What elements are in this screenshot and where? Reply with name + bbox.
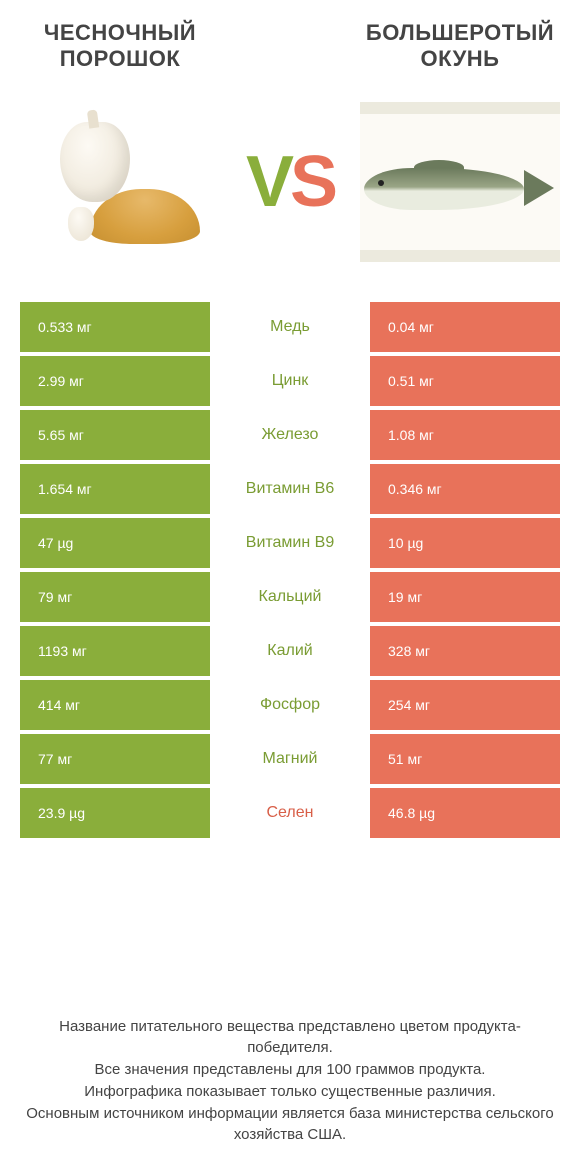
nutrient-label: Магний (210, 734, 370, 784)
header: ЧЕСНОЧНЫЙ ПОРОШОК БОЛЬШЕРОТЫЙ ОКУНЬ (0, 0, 580, 82)
table-row: 79 мгКальций19 мг (20, 572, 560, 622)
nutrition-table: 0.533 мгМедь0.04 мг2.99 мгЦинк0.51 мг5.6… (0, 302, 580, 838)
table-row: 23.9 µgСелен46.8 µg (20, 788, 560, 838)
nutrient-label: Медь (210, 302, 370, 352)
vs-v: V (246, 142, 290, 222)
left-value: 2.99 мг (20, 356, 210, 406)
left-value: 0.533 мг (20, 302, 210, 352)
footer-line: Основным источником информации является … (20, 1103, 560, 1147)
table-row: 2.99 мгЦинк0.51 мг (20, 356, 560, 406)
left-product-image (20, 92, 220, 272)
left-product-title: ЧЕСНОЧНЫЙ ПОРОШОК (20, 20, 220, 72)
left-value: 1193 мг (20, 626, 210, 676)
right-value: 254 мг (370, 680, 560, 730)
right-value: 0.346 мг (370, 464, 560, 514)
images-row: VS (0, 82, 580, 302)
fish-illustration (360, 102, 560, 262)
left-value: 23.9 µg (20, 788, 210, 838)
nutrient-label: Кальций (210, 572, 370, 622)
nutrient-label: Железо (210, 410, 370, 460)
right-value: 46.8 µg (370, 788, 560, 838)
right-value: 0.04 мг (370, 302, 560, 352)
footer-line: Название питательного вещества представл… (20, 1016, 560, 1060)
left-value: 5.65 мг (20, 410, 210, 460)
right-value: 19 мг (370, 572, 560, 622)
nutrient-label: Цинк (210, 356, 370, 406)
table-row: 77 мгМагний51 мг (20, 734, 560, 784)
nutrient-label: Фосфор (210, 680, 370, 730)
right-value: 10 µg (370, 518, 560, 568)
table-row: 5.65 мгЖелезо1.08 мг (20, 410, 560, 460)
footer-line: Все значения представлены для 100 граммо… (20, 1059, 560, 1081)
table-row: 47 µgВитамин B910 µg (20, 518, 560, 568)
right-value: 51 мг (370, 734, 560, 784)
nutrient-label: Селен (210, 788, 370, 838)
table-row: 1193 мгКалий328 мг (20, 626, 560, 676)
table-row: 414 мгФосфор254 мг (20, 680, 560, 730)
footer-notes: Название питательного вещества представл… (20, 1016, 560, 1147)
left-value: 1.654 мг (20, 464, 210, 514)
right-value: 328 мг (370, 626, 560, 676)
left-value: 47 µg (20, 518, 210, 568)
nutrient-label: Витамин B9 (210, 518, 370, 568)
right-product-image (360, 92, 560, 272)
right-value: 0.51 мг (370, 356, 560, 406)
left-value: 77 мг (20, 734, 210, 784)
table-row: 1.654 мгВитамин B60.346 мг (20, 464, 560, 514)
garlic-illustration (40, 112, 200, 252)
vs-s: S (290, 142, 334, 222)
nutrient-label: Витамин B6 (210, 464, 370, 514)
footer-line: Инфографика показывает только существенн… (20, 1081, 560, 1103)
nutrient-label: Калий (210, 626, 370, 676)
right-value: 1.08 мг (370, 410, 560, 460)
left-value: 414 мг (20, 680, 210, 730)
right-product-title: БОЛЬШЕРОТЫЙ ОКУНЬ (360, 20, 560, 72)
table-row: 0.533 мгМедь0.04 мг (20, 302, 560, 352)
left-value: 79 мг (20, 572, 210, 622)
vs-label: VS (246, 141, 334, 223)
